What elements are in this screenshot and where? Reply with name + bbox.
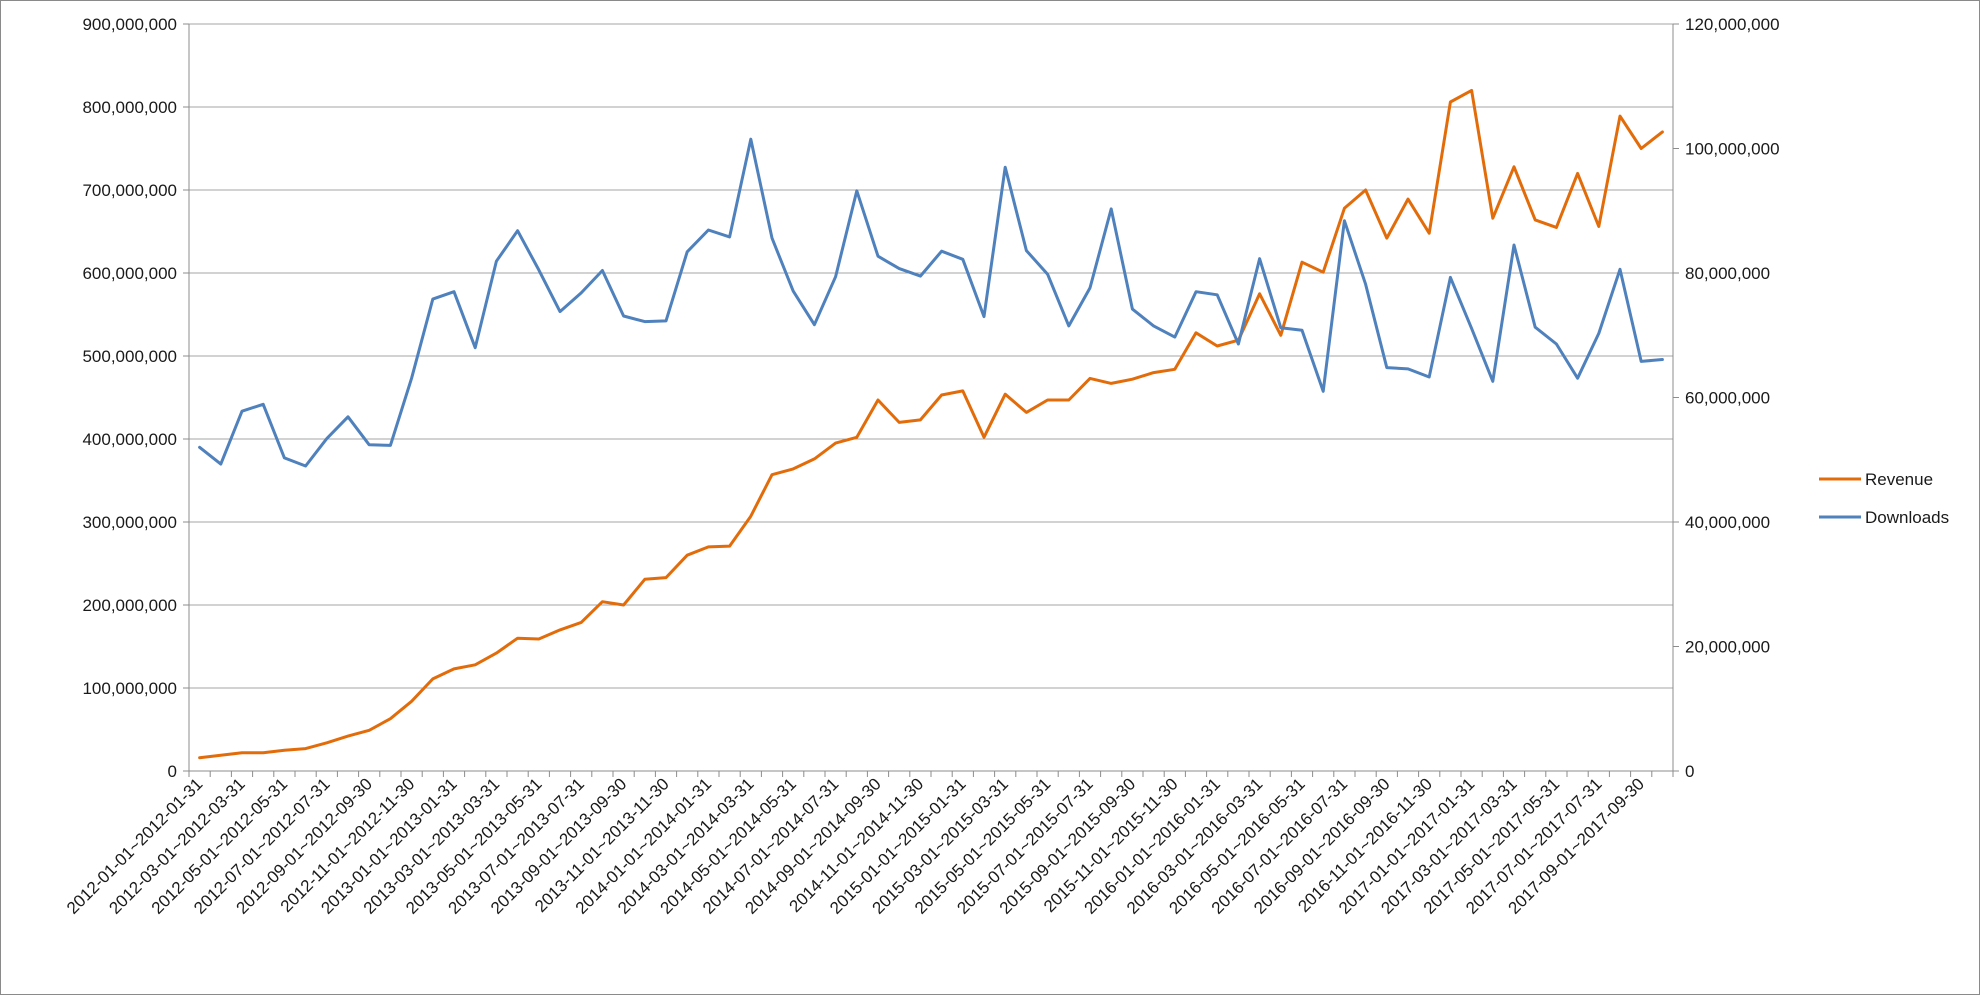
left-axis-tick-label: 800,000,000 xyxy=(82,98,177,117)
right-axis-tick-labels: 0 20,000,000 40,000,000 60,000,000 80,000,00… xyxy=(1685,15,1780,781)
right-axis-tick-label: 20,000,000 xyxy=(1685,638,1770,657)
left-axis-tick-label: 400,000,000 xyxy=(82,430,177,449)
left-axis-tick-label: 300,000,000 xyxy=(82,513,177,532)
right-axis-tick-label: 60,000,000 xyxy=(1685,389,1770,408)
left-axis-tick-label: 200,000,000 xyxy=(82,596,177,615)
legend-label-downloads: Downloads xyxy=(1865,508,1949,527)
left-axis-tick-label: 900,000,000 xyxy=(82,15,177,34)
left-axis-tick-label: 600,000,000 xyxy=(82,264,177,283)
left-axis-tick-label: 0 xyxy=(168,762,177,781)
right-axis-tick-label: 80,000,000 xyxy=(1685,264,1770,283)
gridlines xyxy=(189,23,1673,689)
right-axis-tick-label: 40,000,000 xyxy=(1685,513,1770,532)
right-axis-tick-label: 120,000,000 xyxy=(1685,15,1780,34)
right-axis-tick-label: 0 xyxy=(1685,762,1694,781)
right-axis-tick-label: 100,000,000 xyxy=(1685,140,1780,159)
left-axis-tick-labels: 0 100,000,000 200,000,000 300,000,000 400,00… xyxy=(82,15,177,781)
series-lines xyxy=(198,88,1664,760)
legend: Revenue Downloads xyxy=(1819,470,1949,527)
left-axis-tick-label: 500,000,000 xyxy=(82,347,177,366)
x-axis-tick-labels: 2012-01-01~2012-01-312012-03-01~2012-03-… xyxy=(63,774,1648,917)
left-axis-tick-label: 100,000,000 xyxy=(82,679,177,698)
legend-label-revenue: Revenue xyxy=(1865,470,1933,489)
series-line-revenue xyxy=(198,88,1664,760)
axes xyxy=(183,23,1679,777)
series-line-downloads xyxy=(198,137,1664,468)
left-axis-tick-label: 700,000,000 xyxy=(82,181,177,200)
